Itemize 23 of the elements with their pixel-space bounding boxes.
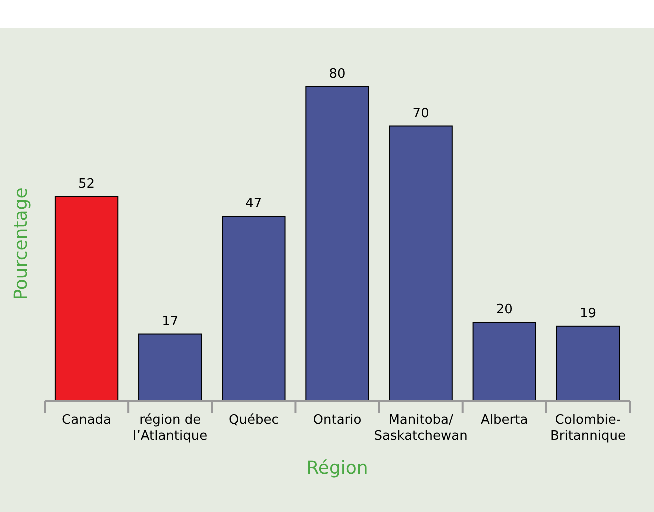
data-label: 70 [412, 106, 430, 122]
bar [556, 326, 620, 402]
bar [306, 86, 370, 402]
data-label: 17 [162, 314, 179, 330]
x-tick-label: Manitoba/Saskatchewan [374, 413, 468, 444]
data-label: 19 [580, 306, 596, 322]
bar [222, 216, 286, 402]
bar [389, 126, 453, 402]
bar [54, 196, 119, 402]
x-tick-label: Colombie-Britannique [550, 413, 626, 444]
x-tick-label: Alberta [481, 413, 528, 428]
x-axis-title: Région [306, 458, 368, 479]
x-tick-label: Canada [62, 413, 112, 428]
data-label: 52 [78, 176, 96, 192]
x-tick-label: région de l’Atlantique [133, 413, 208, 444]
y-axis-title: Pourcentage [11, 188, 32, 300]
data-label: 80 [329, 67, 346, 82]
data-label: 20 [496, 302, 513, 318]
x-tick-label: Ontario [313, 413, 362, 428]
bar [472, 322, 536, 402]
data-label: 47 [246, 196, 262, 212]
x-tick-label: Québec [228, 413, 279, 428]
bar [138, 334, 202, 402]
